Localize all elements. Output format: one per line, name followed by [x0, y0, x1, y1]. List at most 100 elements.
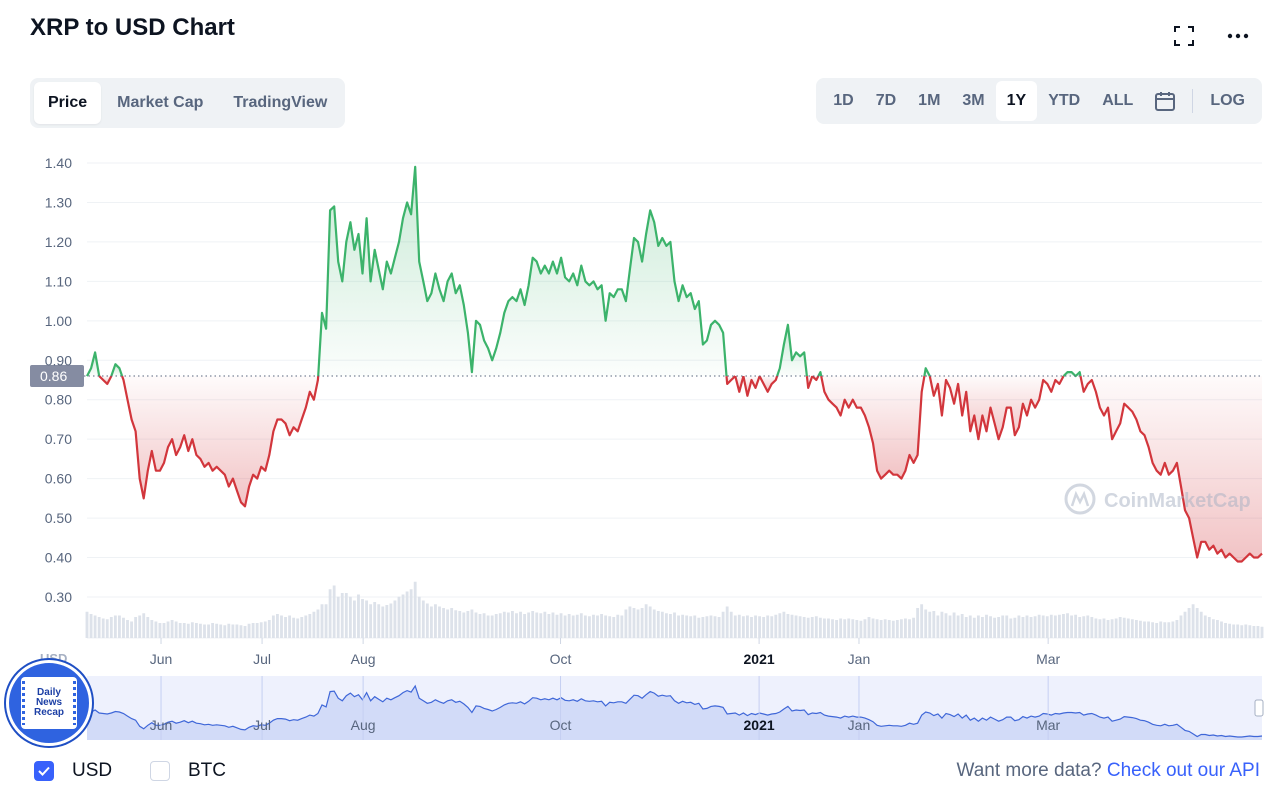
volume-bar	[677, 615, 680, 638]
volume-bar	[519, 611, 522, 638]
more-options-icon[interactable]	[1226, 24, 1250, 48]
log-scale-toggle[interactable]: LOG	[1210, 92, 1245, 109]
volume-bar	[1228, 623, 1232, 638]
tab-price[interactable]: Price	[34, 82, 102, 124]
y-tick-label: 0.30	[45, 589, 72, 605]
volume-bar	[762, 617, 766, 638]
volume-bar	[239, 625, 243, 638]
volume-bar	[361, 599, 364, 638]
volume-bar	[972, 617, 976, 638]
navigator-handle[interactable]	[1254, 699, 1264, 717]
range-7d[interactable]: 7D	[875, 92, 897, 109]
x-tick-label: Oct	[550, 651, 572, 667]
range-3m[interactable]: 3M	[962, 92, 985, 109]
api-promo-text: Want more data?	[956, 760, 1102, 781]
y-axis-ticks: 0.30 0.40 0.50 0.60 0.70 0.80 0.90 1.00 1.10 1.20…	[45, 155, 72, 605]
volume-bar	[976, 615, 980, 638]
price-line-down	[820, 375, 926, 480]
price-line-down	[805, 375, 814, 389]
volume-bar	[924, 609, 928, 638]
volume-bar	[1244, 624, 1248, 638]
tab-market-cap[interactable]: Market Cap	[117, 94, 204, 111]
calendar-icon[interactable]	[1144, 81, 1186, 121]
api-promo: Want more data? Check out our API	[957, 760, 1260, 782]
volume-bar	[304, 615, 308, 638]
price-line-down	[121, 375, 320, 508]
fullscreen-icon[interactable]	[1172, 24, 1196, 48]
range-1d[interactable]: 1D	[833, 92, 854, 109]
volume-bar	[227, 623, 231, 638]
volume-bar	[855, 620, 859, 638]
volume-bar	[940, 611, 944, 638]
volume-bar	[211, 623, 215, 638]
volume-bar	[1240, 625, 1244, 638]
volume-bar	[713, 616, 717, 638]
volume-bar	[288, 615, 292, 638]
volume-bar	[701, 617, 705, 638]
area-above-baseline	[777, 324, 807, 377]
area-below-baseline	[1080, 376, 1262, 562]
volume-bar	[964, 617, 968, 638]
volume-bar	[547, 614, 551, 638]
volume-bar	[1078, 617, 1082, 638]
volume-bar	[1102, 618, 1106, 638]
volume-bar	[1110, 619, 1114, 638]
volume-bar	[620, 615, 624, 638]
range-ytd[interactable]: YTD	[1048, 92, 1081, 109]
volume-bar	[113, 615, 117, 638]
volume-bar	[405, 591, 409, 638]
api-link[interactable]: Check out our API	[1106, 760, 1260, 781]
volume-bar	[215, 623, 219, 638]
volume-bar	[474, 612, 478, 638]
volume-bar	[280, 615, 283, 638]
volume-bar	[1252, 626, 1256, 638]
volume-bar	[231, 624, 235, 638]
volume-bar	[1179, 615, 1183, 638]
volume-bar	[1175, 620, 1179, 638]
range-all[interactable]: ALL	[1102, 92, 1134, 109]
volume-bar	[1236, 624, 1240, 638]
volume-bar	[458, 611, 462, 638]
volume-bar	[158, 623, 162, 638]
volume-bar	[579, 613, 583, 638]
volume-bar	[705, 616, 709, 638]
volume-bar	[421, 600, 425, 638]
btc-toggle[interactable]: BTC	[150, 760, 226, 782]
usd-toggle[interactable]: USD	[34, 760, 112, 782]
volume-bar	[316, 609, 320, 638]
volume-bar	[1118, 617, 1122, 638]
volume-bar	[1053, 615, 1057, 638]
volume-bar	[170, 620, 174, 638]
volume-bar	[608, 616, 612, 638]
volume-bar	[798, 616, 802, 638]
usd-checkbox[interactable]	[34, 761, 54, 781]
volume-bar	[1045, 616, 1049, 638]
price-line-up	[110, 363, 124, 377]
volume-bar	[434, 604, 437, 638]
volume-bar	[154, 621, 158, 638]
volume-bar	[340, 593, 344, 638]
page-title: XRP to USD Chart	[30, 14, 235, 41]
volume-bar	[93, 615, 97, 638]
volume-bar	[1143, 621, 1146, 638]
volume-bar	[117, 615, 121, 638]
volume-bar	[462, 612, 466, 638]
volume-bar	[652, 609, 656, 638]
range-1m[interactable]: 1M	[918, 92, 941, 109]
price-line-up	[317, 165, 728, 377]
volume-bar	[1025, 615, 1029, 638]
volume-bar	[790, 614, 794, 638]
btc-checkbox[interactable]	[150, 761, 170, 781]
tab-tradingview[interactable]: TradingView	[233, 94, 328, 111]
volume-bar	[932, 611, 936, 638]
volume-bar	[466, 611, 470, 638]
volume-bar	[729, 611, 733, 638]
chart-type-tabs: Price Market Cap TradingView	[30, 78, 346, 128]
range-1y[interactable]: 1Y	[995, 81, 1038, 121]
volume-bar	[847, 618, 851, 638]
volume-bar	[660, 611, 664, 638]
volume-bar	[535, 612, 539, 638]
volume-bar	[446, 609, 450, 638]
volume-bar	[190, 622, 194, 638]
volume-bar	[1199, 611, 1203, 638]
